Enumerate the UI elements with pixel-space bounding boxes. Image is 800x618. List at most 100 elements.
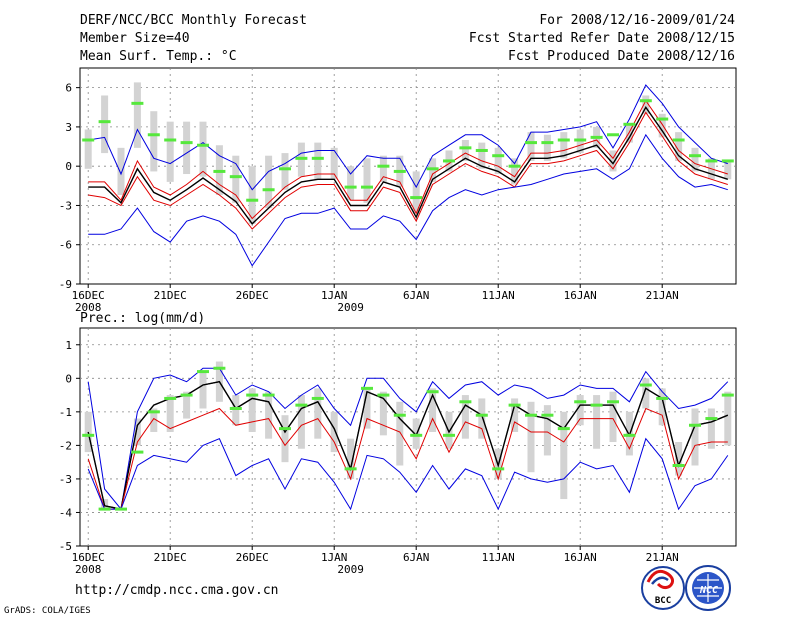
y-tick-label: -6: [59, 239, 72, 252]
x-tick-label: 1JAN: [321, 551, 348, 564]
ensemble-box: [625, 124, 633, 143]
year-label: 2008: [75, 563, 102, 576]
ensemble-box: [658, 113, 666, 138]
ensemble-box: [461, 395, 469, 439]
figure-title: DERF/NCC/BCC Monthly Forecast: [80, 13, 307, 28]
ensemble-box: [609, 150, 617, 172]
y-tick-label: 3: [65, 121, 72, 134]
ensemble-box: [363, 158, 371, 203]
ensemble-box: [281, 415, 289, 463]
y-tick-label: -5: [59, 540, 72, 553]
ensemble-box: [429, 388, 437, 432]
series-mean-line: [88, 105, 729, 225]
ensemble-box: [363, 388, 371, 429]
precipitation-plot: -5 -4 -3 -2 -1 0 1 16DEC 21DEC 26DEC 1JAN 6JAN 11JAN…: [59, 327, 737, 576]
series-lower-line: [88, 111, 728, 230]
ensemble-box: [117, 147, 125, 195]
ensemble-box: [527, 132, 535, 161]
ensemble-box: [330, 411, 338, 453]
ensemble-box: [396, 401, 404, 466]
ensemble-box: [642, 95, 650, 114]
x-tick-label: 26DEC: [236, 289, 269, 302]
x-tick-label: 16DEC: [72, 551, 105, 564]
member-size-label: Member Size=40: [80, 31, 190, 46]
x-tick-label: 21JAN: [646, 289, 679, 302]
ensemble-box: [314, 142, 322, 180]
ensemble-box: [265, 391, 273, 439]
ensemble-box: [724, 160, 732, 180]
x-tick-label: 21DEC: [154, 551, 187, 564]
plot-frame: [79, 67, 737, 285]
x-tick-label: 16JAN: [564, 289, 597, 302]
ensemble-box: [658, 388, 666, 426]
ensemble-box: [133, 82, 141, 148]
y-tick-label: -3: [59, 473, 72, 486]
ensemble-box: [609, 391, 617, 443]
y-tick-label: -2: [59, 439, 72, 452]
ensemble-box: [248, 166, 256, 224]
y-tick-label: 0: [65, 160, 72, 173]
start-date-label: Fcst Started Refer Date 2008/12/15: [469, 31, 735, 46]
ensemble-box: [511, 398, 519, 432]
ensemble-box: [265, 155, 273, 209]
x-tick-label: 11JAN: [482, 289, 515, 302]
ensemble-box: [84, 129, 92, 169]
y-tick-label: -9: [59, 278, 72, 291]
ensemble-box: [494, 147, 502, 175]
ensemble-box: [478, 142, 486, 169]
ensemble-box: [199, 371, 207, 409]
forecast-period: For 2008/12/16-2009/01/24: [539, 13, 735, 28]
x-tick-label: 1JAN: [321, 289, 348, 302]
y-tick-label: 6: [65, 82, 72, 95]
ensemble-box: [133, 418, 141, 446]
series-upper-line: [88, 99, 728, 220]
ensemble-box: [150, 111, 158, 172]
ensemble-box: [84, 411, 92, 453]
ensemble-box: [166, 121, 174, 182]
ensemble-box: [232, 395, 240, 426]
ncc-logo: NCC: [685, 565, 731, 611]
year-label: 2009: [337, 301, 364, 314]
ensemble-box: [527, 401, 535, 473]
ensemble-box: [379, 391, 387, 436]
panel1-title: Mean Surf. Temp.: °C: [80, 49, 237, 64]
x-tick-label: 11JAN: [482, 551, 515, 564]
ensemble-box: [347, 438, 355, 479]
series-max-line: [88, 84, 728, 191]
ensemble-box: [560, 411, 568, 500]
ensemble-box: [560, 132, 568, 159]
bcc-logo-text: BCC: [655, 596, 671, 606]
ensemble-box: [314, 388, 322, 439]
y-tick-label: 1: [65, 339, 72, 352]
ensemble-box: [593, 395, 601, 449]
ensemble-box: [461, 140, 469, 161]
ensemble-box: [297, 395, 305, 449]
ensemble-box: [478, 398, 486, 439]
year-label: 2009: [337, 563, 364, 576]
ensemble-box: [707, 408, 715, 449]
ensemble-box: [183, 391, 191, 419]
source-url[interactable]: http://cmdp.ncc.cma.gov.cn: [75, 583, 279, 598]
ensemble-box: [150, 408, 158, 432]
y-tick-label: -1: [59, 406, 72, 419]
ensemble-box: [691, 147, 699, 172]
ensemble-box: [330, 147, 338, 180]
series-mean-line: [87, 380, 729, 510]
ncc-logo-text: NCC: [699, 585, 718, 596]
y-tick-label: -3: [59, 199, 72, 212]
series-max-line: [87, 367, 729, 511]
panel2-title: Prec.: log(mm/d): [80, 311, 205, 326]
ensemble-box: [642, 378, 650, 409]
x-tick-label: 6JAN: [403, 289, 430, 302]
ensemble-box: [412, 171, 420, 214]
series-min-line: [87, 437, 729, 511]
ensemble-box: [281, 153, 289, 190]
y-tick-label: -4: [59, 506, 73, 519]
ensemble-box: [576, 395, 584, 426]
ensemble-box: [379, 155, 387, 182]
ensemble-box: [724, 391, 732, 446]
ensemble-box: [511, 158, 519, 185]
y-tick-label: 0: [65, 372, 72, 385]
x-tick-label: 21DEC: [154, 289, 187, 302]
